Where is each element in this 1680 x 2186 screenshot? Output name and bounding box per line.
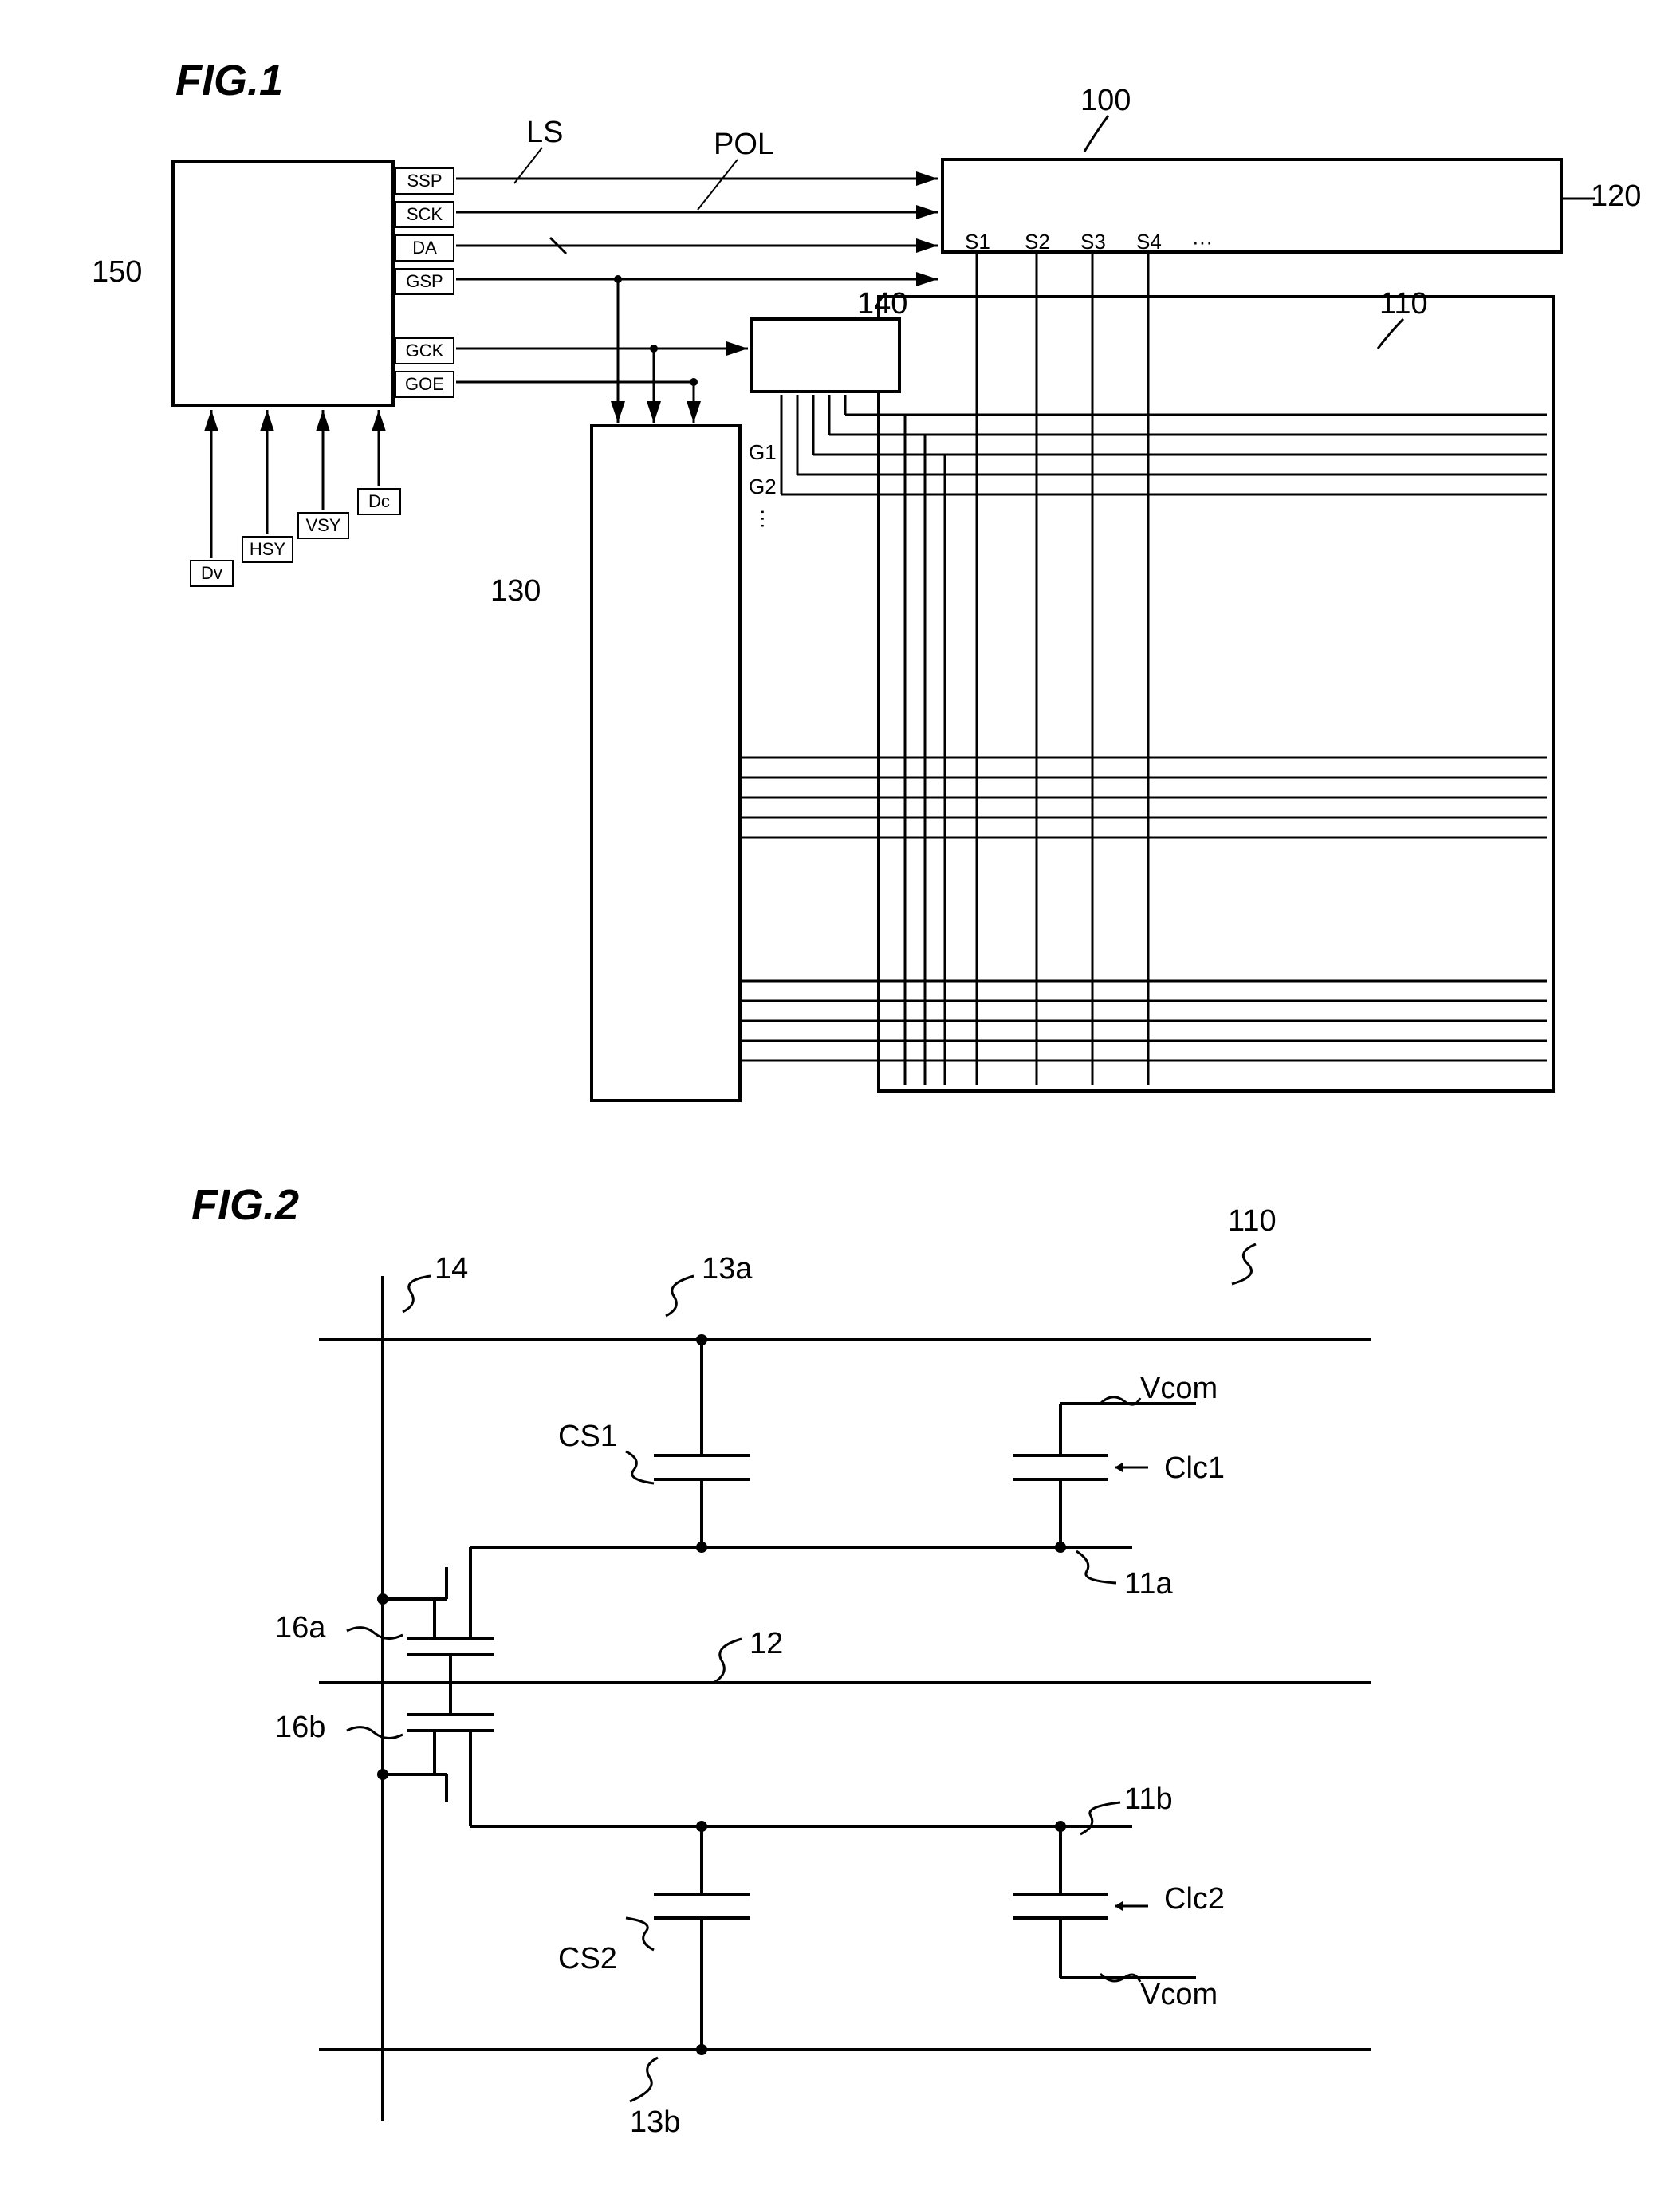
f2-11a: 11a (1124, 1567, 1173, 1601)
f2-11a-squiggle (1072, 1547, 1128, 1587)
f2-16a-squiggle (343, 1619, 407, 1651)
f2-16b-squiggle (343, 1719, 407, 1751)
f2-12: 12 (750, 1627, 783, 1661)
f2-clc2: Clc2 (1164, 1882, 1225, 1916)
f2-16b: 16b (275, 1711, 325, 1745)
f2-11b: 11b (1124, 1782, 1173, 1817)
f2-cs2: CS2 (558, 1942, 617, 1976)
f2-cs1-squiggle (622, 1447, 670, 1487)
f2-16a: 16a (275, 1611, 325, 1645)
f2-cs1: CS1 (558, 1420, 617, 1454)
f2-clc1: Clc1 (1164, 1451, 1225, 1486)
f2-13b-squiggle (626, 2054, 674, 2109)
f2-vcom2: Vcom (1140, 1978, 1218, 2012)
f2-vcom2-squiggle (1096, 1966, 1144, 1998)
f2-vcom1: Vcom (1140, 1372, 1218, 1406)
f2-13b: 13b (630, 2105, 680, 2140)
fig2-circuit (0, 0, 1680, 2186)
f2-cs2-squiggle (622, 1914, 670, 1954)
f2-13a: 13a (702, 1252, 752, 1286)
f2-14: 14 (435, 1252, 468, 1286)
f2-vcom1-squiggle (1096, 1384, 1144, 1416)
